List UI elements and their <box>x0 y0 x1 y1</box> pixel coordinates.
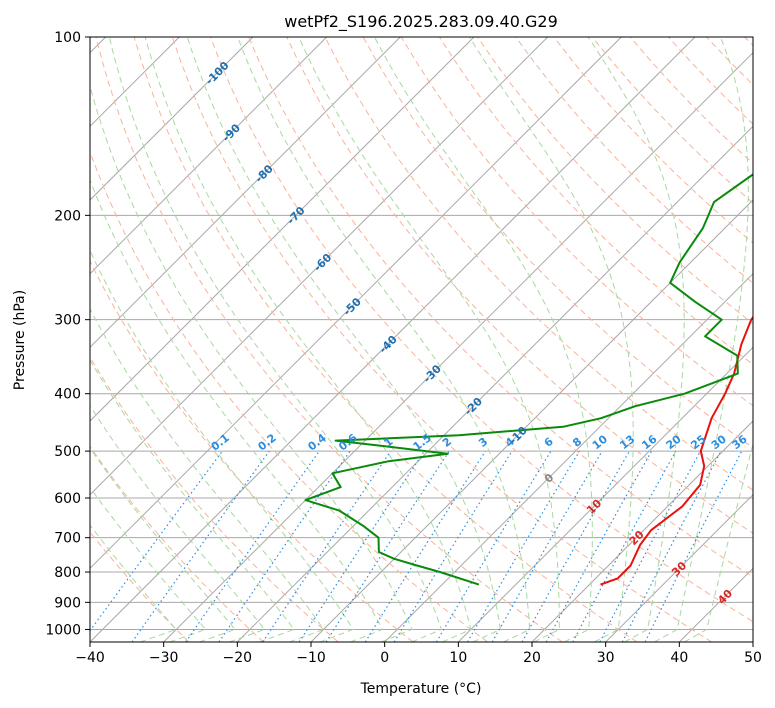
x-tick-label: 30 <box>597 650 615 666</box>
moist-adiabat <box>90 84 413 642</box>
moist-adiabat <box>237 37 531 642</box>
x-tick-label: −20 <box>223 650 253 666</box>
dry-adiabat <box>210 37 753 623</box>
moist-adiabat <box>144 37 472 642</box>
moist-adiabat <box>90 358 295 642</box>
mixing-ratio-line <box>572 450 677 642</box>
dry-adiabat <box>171 37 712 642</box>
mixing-ratio-line <box>435 450 552 642</box>
moist-adiabat <box>90 249 354 642</box>
dry-adiabat <box>515 37 753 284</box>
y-tick-label: 500 <box>54 444 81 460</box>
x-tick-label: 10 <box>449 650 467 666</box>
isotherm-line <box>90 37 328 275</box>
isotherm-line <box>384 272 753 642</box>
y-tick-label: 700 <box>54 531 81 547</box>
y-axis-title: Pressure (hPa) <box>12 290 28 390</box>
moist-adiabat <box>186 37 501 642</box>
y-tick-label: 900 <box>54 595 81 611</box>
isotherm-line <box>457 346 753 642</box>
sounding-series <box>304 173 753 586</box>
y-tick-label: 400 <box>54 387 81 403</box>
moist-adiabat <box>90 447 237 642</box>
moist-adiabat <box>684 441 753 642</box>
x-tick-label: 0 <box>380 650 389 666</box>
mixing-ratio-line <box>185 450 320 642</box>
mixing-ratio-line <box>466 450 580 642</box>
plot-frame <box>89 36 754 643</box>
y-tick-label: 1000 <box>45 622 81 638</box>
dry-adiabat <box>133 37 638 642</box>
isotherm-line <box>90 37 549 496</box>
moist-adiabat <box>90 308 325 642</box>
dry-adiabat <box>248 37 753 578</box>
dry-adiabat <box>90 259 414 642</box>
mixing-ratio-lines <box>90 450 743 642</box>
dry-adiabat <box>324 37 753 491</box>
mixing-ratio-line <box>325 450 450 642</box>
moist-adiabat <box>90 404 266 642</box>
mixing-ratio-line <box>218 450 351 642</box>
y-tick-label: 600 <box>54 491 81 507</box>
x-tick-label: 20 <box>523 650 541 666</box>
x-tick-label: −40 <box>75 650 105 666</box>
pressure-gridlines <box>90 37 753 630</box>
y-tick-label: 800 <box>54 565 81 581</box>
x-tick-label: −10 <box>296 650 326 666</box>
moist-adiabat <box>587 37 685 642</box>
mixing-ratio-line <box>393 450 513 642</box>
x-tick-label: −30 <box>149 650 179 666</box>
isotherm-line <box>163 51 753 642</box>
y-tick-label: 200 <box>54 208 81 224</box>
isotherm-line <box>752 641 753 642</box>
x-axis-title: Temperature (°C) <box>360 681 482 697</box>
moist-adiabat <box>374 37 593 642</box>
isotherm-line <box>531 420 753 642</box>
mixing-ratio-line <box>298 450 425 642</box>
dry-adiabat <box>286 37 753 534</box>
mixing-ratio-line <box>262 450 392 642</box>
isotherm-line <box>90 37 401 349</box>
x-tick-label: 40 <box>670 650 688 666</box>
y-tick-label: 100 <box>54 30 81 46</box>
moist-adiabat <box>654 37 749 642</box>
dry-adiabat <box>95 37 563 642</box>
y-tick-label: 300 <box>54 313 81 329</box>
isotherm-line <box>90 37 254 201</box>
moist-adiabat <box>298 37 560 642</box>
x-tick-label: 50 <box>744 650 762 666</box>
mixing-ratio-line <box>364 450 486 642</box>
dry-adiabat <box>90 445 264 642</box>
isotherm-line <box>605 493 753 642</box>
dewpoint-line <box>304 173 753 586</box>
chart-title: wetPf2_S196.2025.283.09.40.G29 <box>284 12 558 32</box>
mixing-ratio-line <box>599 450 702 642</box>
axis-ticks: −40 −30 −20 −10 0 10 20 30 40 50 100 200 300 400 500 60… <box>45 30 762 666</box>
moist-adiabat <box>90 178 384 642</box>
isotherm-line <box>90 37 622 570</box>
isotherm-line <box>236 125 753 642</box>
